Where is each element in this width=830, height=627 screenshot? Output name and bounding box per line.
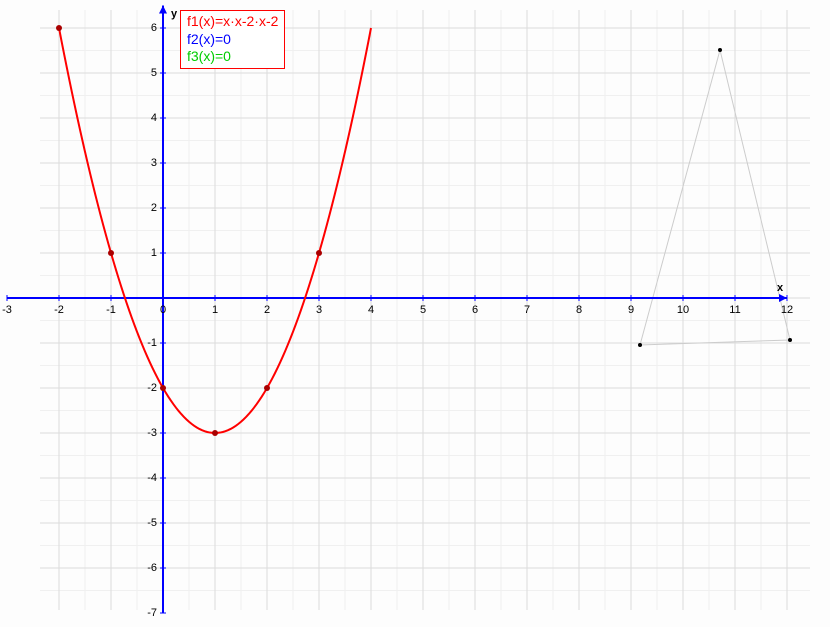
y-tick-label: 5 (151, 67, 157, 79)
x-tick-label: 7 (524, 304, 530, 316)
x-tick-label: -2 (54, 304, 64, 316)
y-tick-label: -1 (147, 337, 157, 349)
y-tick-label: 3 (151, 157, 157, 169)
chart-container: f1(x)=x·x-2·x-2 f2(x)=0 f3(x)=0 x y -3 -2… (0, 0, 830, 627)
x-tick-label: 0 (160, 304, 166, 316)
x-tick-label: 5 (420, 304, 426, 316)
x-tick-label: 10 (677, 304, 689, 316)
y-tick-label: -4 (147, 472, 157, 484)
y-tick-label: 6 (151, 22, 157, 34)
x-tick-label: 8 (576, 304, 582, 316)
legend-f2: f2(x)=0 (187, 31, 278, 49)
x-tick-label: 12 (781, 304, 793, 316)
legend-f1: f1(x)=x·x-2·x-2 (187, 13, 278, 31)
x-tick-label: 4 (368, 304, 374, 316)
y-tick-label: -2 (147, 382, 157, 394)
x-tick-label: -1 (106, 304, 116, 316)
x-tick-label: 3 (316, 304, 322, 316)
x-tick-label: 6 (472, 304, 478, 316)
legend-box: f1(x)=x·x-2·x-2 f2(x)=0 f3(x)=0 (180, 10, 285, 69)
x-tick-label: 1 (212, 304, 218, 316)
legend-f3: f3(x)=0 (187, 48, 278, 66)
y-tick-label: -3 (147, 427, 157, 439)
y-tick-label: -6 (147, 562, 157, 574)
y-tick-label: 1 (151, 247, 157, 259)
x-tick-label: 9 (628, 304, 634, 316)
y-axis-label: y (171, 8, 177, 20)
x-tick-label: 2 (264, 304, 270, 316)
y-tick-label: -7 (147, 607, 157, 619)
plot-svg (0, 0, 830, 627)
y-tick-label: -5 (147, 517, 157, 529)
y-tick-label: 2 (151, 202, 157, 214)
x-tick-label: 11 (729, 304, 740, 316)
y-tick-label: 4 (151, 112, 157, 124)
x-axis-label: x (777, 282, 783, 294)
x-tick-label: -3 (2, 304, 12, 316)
